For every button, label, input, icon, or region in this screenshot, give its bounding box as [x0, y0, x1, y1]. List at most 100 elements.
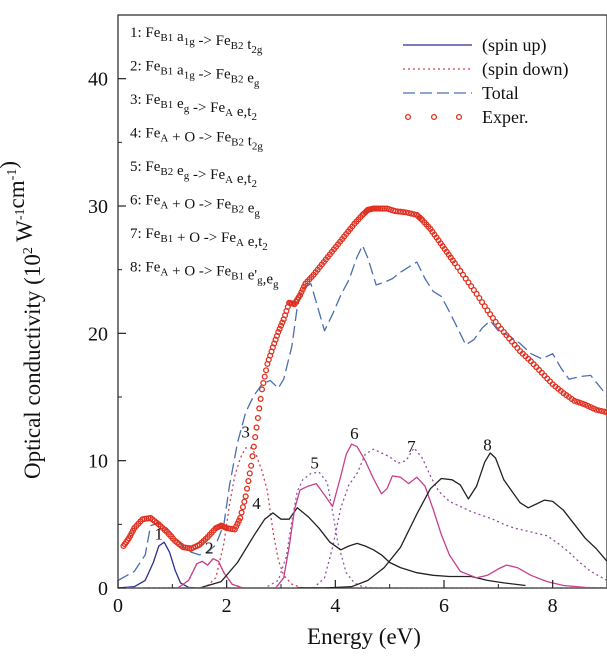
x-axis-label: Energy (eV): [307, 624, 421, 649]
transition-label-8: 8: FeA + O -> FeB1 e'g,eg: [130, 260, 279, 291]
y-tick-label-2: 20: [88, 323, 108, 345]
legend: (spin up) (spin down) Total Exper.: [403, 35, 569, 127]
legend-label-3: Exper.: [482, 107, 529, 127]
series-2: [118, 558, 607, 588]
exper-point: [252, 434, 259, 441]
exper-point: [457, 267, 464, 274]
exper-point: [574, 398, 581, 405]
exper-point: [492, 318, 499, 325]
y-axis-label: Optical conductivity (102 W-1cm-1): [0, 161, 45, 479]
transition-label-3: 3: FeB1 eg -> FeA e,t2: [130, 92, 257, 123]
series-4: [145, 507, 526, 588]
exper-point: [249, 453, 256, 460]
series-total: [118, 244, 607, 581]
exper-point: [263, 367, 270, 374]
exper-point: [257, 395, 264, 402]
exper-point: [595, 407, 602, 414]
exper-point: [405, 209, 412, 217]
peak-label-5: 5: [310, 453, 319, 472]
exper-point: [470, 286, 477, 294]
exper-point: [250, 443, 257, 450]
exper-point: [254, 414, 261, 422]
legend-label-1: (spin down): [482, 59, 569, 80]
exper-point: [402, 209, 410, 216]
x-tick-label-0: 0: [113, 595, 123, 617]
series-group: [118, 205, 607, 588]
legend-marker: [430, 113, 438, 121]
legend-label-0: (spin up): [482, 35, 547, 56]
exper-point: [473, 290, 480, 297]
y-tick-label-4: 40: [88, 69, 108, 91]
exper-point: [379, 205, 386, 212]
exper-point: [276, 325, 283, 332]
exper-point: [397, 208, 404, 215]
transition-label-5: 5: FeB2 eg -> FeA e,t2: [130, 159, 257, 190]
exper-point: [451, 260, 458, 267]
peak-label-3: 3: [241, 423, 250, 442]
exper-point: [417, 215, 424, 222]
exper-point: [261, 373, 268, 380]
exper-point: [454, 264, 461, 271]
exper-point: [459, 271, 467, 278]
exper-point: [245, 477, 252, 485]
exper-point: [478, 299, 486, 306]
exper-point: [256, 405, 263, 412]
exper-point: [489, 315, 496, 322]
series-6: [118, 443, 607, 588]
series-3: [118, 447, 607, 588]
exper-point: [392, 208, 399, 215]
x-tick-label-4: 8: [548, 595, 558, 617]
y-tick-label-1: 10: [88, 451, 108, 473]
exper-point: [476, 294, 483, 302]
exper-point: [598, 407, 605, 415]
exper-point: [576, 399, 583, 406]
ticks-layer: 0 2 4 6 8 0 10 20 30 40: [88, 69, 558, 617]
exper-point: [275, 329, 282, 336]
series-5: [118, 471, 607, 588]
peak-label-1: 1: [155, 525, 164, 544]
peak-label-8: 8: [483, 435, 492, 454]
exper-point: [481, 303, 488, 310]
exper-point: [241, 498, 248, 505]
exper-point: [465, 279, 472, 286]
exper-point: [381, 205, 388, 212]
peak-label-2: 2: [205, 539, 214, 558]
legend-marker: [455, 113, 463, 121]
transition-label-7: 7: FeB1 + O -> FeA e,t2: [130, 226, 268, 253]
peak-label-7: 7: [407, 437, 416, 456]
exper-point: [377, 205, 384, 212]
exper-point: [246, 470, 253, 477]
peak-label-4: 4: [252, 494, 261, 513]
transition-label-1: 1: FeB1 a1g -> FeB2 t2g: [130, 25, 263, 56]
x-tick-label-2: 4: [330, 595, 340, 617]
exper-point: [238, 509, 245, 516]
transition-label-4: 4: FeA + O -> FeB2 t2g: [130, 126, 263, 153]
series-7: [118, 447, 607, 588]
exper-point: [253, 424, 260, 431]
exper-point: [375, 205, 382, 212]
exper-point: [279, 319, 286, 326]
series-exper-: [120, 205, 607, 552]
x-tick-label-1: 2: [222, 595, 232, 617]
series-2-dotted: [118, 558, 607, 588]
y-tick-label-3: 30: [88, 196, 108, 218]
exper-point: [579, 400, 586, 407]
exper-point: [243, 485, 251, 492]
series-layer: [118, 205, 607, 588]
exper-point: [487, 311, 494, 318]
y-tick-label-0: 0: [98, 578, 108, 600]
exper-point: [394, 208, 401, 215]
exper-point: [237, 514, 244, 522]
peak-label-6: 6: [350, 424, 359, 443]
exper-point: [400, 208, 407, 216]
exper-point: [468, 283, 475, 290]
exper-point: [484, 307, 491, 314]
legend-label-2: Total: [482, 83, 519, 103]
exper-point: [258, 386, 266, 393]
exper-point: [571, 397, 578, 404]
exper-point: [260, 379, 267, 387]
x-tick-label-3: 6: [439, 595, 449, 617]
exper-point: [248, 462, 255, 469]
exper-point: [242, 493, 249, 500]
